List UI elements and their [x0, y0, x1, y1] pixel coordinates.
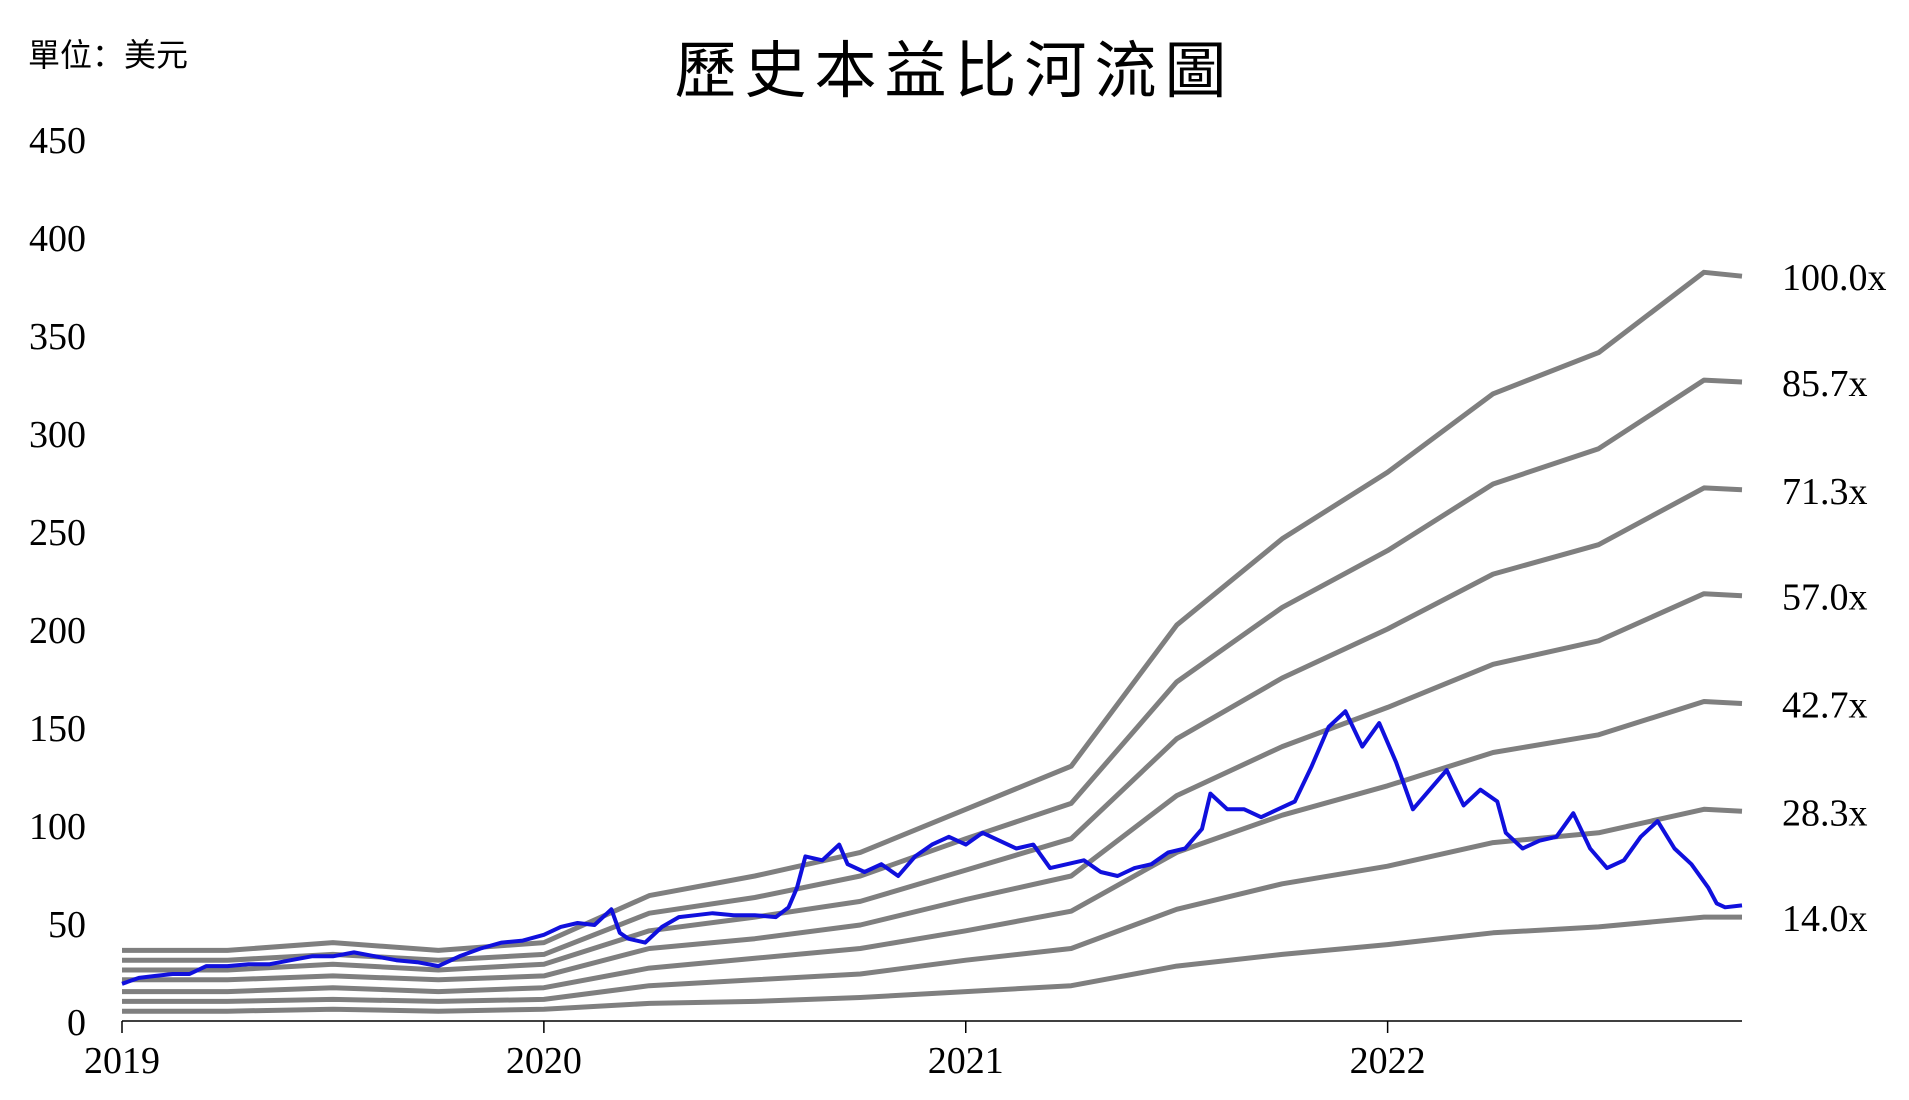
- band-line-42.7x: [122, 699, 1743, 995]
- band-label-57.0x: 57.0x: [1782, 577, 1868, 619]
- band-label-14.0x: 14.0x: [1782, 898, 1868, 940]
- band-line-71.3x: [122, 485, 1743, 973]
- band-line-85.7x: [122, 377, 1743, 963]
- y-tick-label-400: 400: [29, 218, 86, 260]
- y-tick-label-100: 100: [29, 806, 86, 848]
- y-tick-label-450: 450: [29, 120, 86, 162]
- y-tick-label-50: 50: [48, 904, 86, 946]
- band-label-28.3x: 28.3x: [1782, 792, 1868, 834]
- band-label-85.7x: 85.7x: [1782, 363, 1868, 405]
- x-tick-label-2019: 2019: [84, 1040, 160, 1082]
- price-line: [121, 709, 1743, 986]
- band-line-28.3x: [122, 806, 1743, 1004]
- chart-title: 歷史本益比河流圖: [674, 34, 1235, 107]
- y-tick-label-0: 0: [67, 1002, 86, 1044]
- band-line-14.0x: [122, 914, 1742, 1014]
- y-tick-label-150: 150: [29, 708, 86, 750]
- band-line-100.0x: [122, 269, 1743, 953]
- band-label-71.3x: 71.3x: [1782, 471, 1868, 513]
- band-line-57.0x: [122, 591, 1743, 983]
- price-series: [121, 709, 1743, 986]
- unit-label: 單位：美元: [28, 36, 189, 74]
- x-tick-label-2022: 2022: [1350, 1040, 1426, 1082]
- y-tick-label-350: 350: [29, 316, 86, 358]
- x-tick-label-2021: 2021: [928, 1040, 1004, 1082]
- x-tick-label-2020: 2020: [506, 1040, 582, 1082]
- band-label-42.7x: 42.7x: [1782, 684, 1868, 726]
- band-labels: 100.0x 85.7x 71.3x 57.0x 42.7x 28.3x 14.0x: [1782, 257, 1887, 940]
- x-axis: 2019 2020 2021 2022: [84, 1020, 1742, 1082]
- y-tick-label-250: 250: [29, 512, 86, 554]
- y-tick-label-200: 200: [29, 610, 86, 652]
- pe-bands: [122, 269, 1743, 1014]
- y-axis: 0 50 100 150 200 250 300 350 400 450: [29, 120, 86, 1044]
- band-label-100.0x: 100.0x: [1782, 257, 1887, 299]
- y-tick-label-300: 300: [29, 414, 86, 456]
